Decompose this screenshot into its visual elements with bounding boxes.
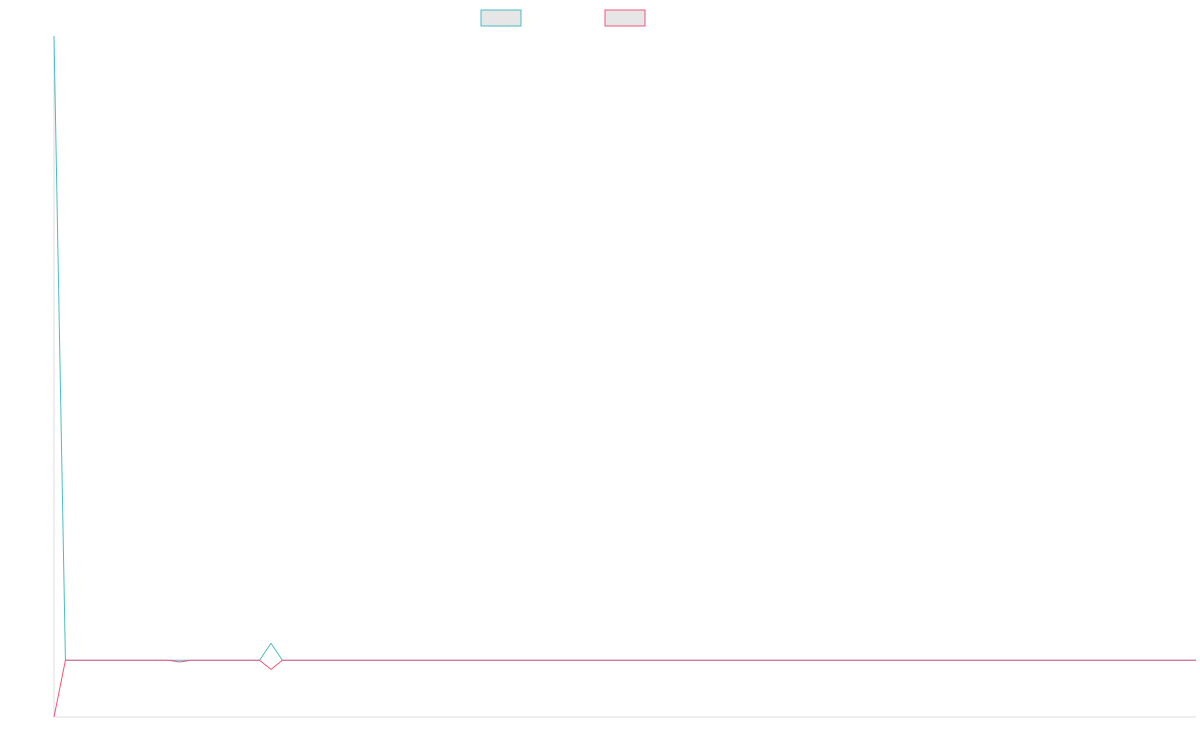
- legend: [480, 9, 646, 27]
- series-line-1: [53, 35, 1196, 661]
- series-group: [53, 35, 1196, 718]
- legend-swatch-2[interactable]: [604, 9, 646, 27]
- axes: [53, 36, 1196, 718]
- legend-swatch-1[interactable]: [480, 9, 522, 27]
- series-line-2: [53, 659, 1196, 718]
